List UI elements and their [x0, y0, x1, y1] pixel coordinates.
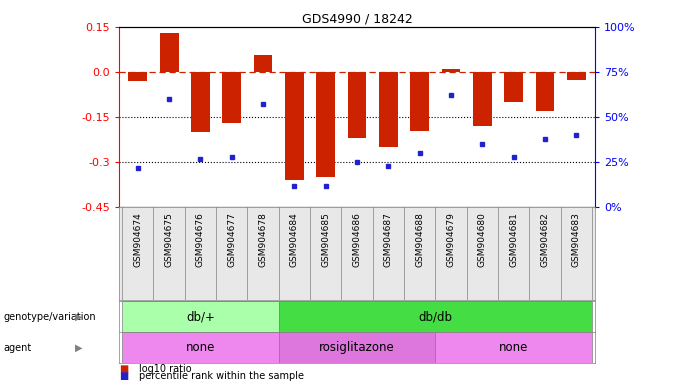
Text: genotype/variation: genotype/variation: [3, 312, 96, 322]
Text: GSM904674: GSM904674: [133, 212, 142, 267]
Bar: [222, 72, 241, 123]
Text: none: none: [499, 341, 528, 354]
Text: GSM904685: GSM904685: [321, 212, 330, 267]
Text: ▶: ▶: [75, 312, 82, 322]
Bar: [410, 72, 429, 131]
Bar: [279, 301, 592, 332]
Bar: [536, 72, 554, 111]
Bar: [122, 332, 279, 363]
Bar: [191, 72, 210, 132]
Bar: [316, 72, 335, 177]
Text: none: none: [186, 341, 215, 354]
Text: GSM904676: GSM904676: [196, 212, 205, 267]
Title: GDS4990 / 18242: GDS4990 / 18242: [302, 13, 412, 26]
Bar: [254, 55, 273, 72]
Bar: [160, 33, 178, 72]
Text: GSM904680: GSM904680: [478, 212, 487, 267]
Text: GSM904677: GSM904677: [227, 212, 236, 267]
Text: GSM904681: GSM904681: [509, 212, 518, 267]
Text: agent: agent: [3, 343, 32, 353]
Text: db/+: db/+: [186, 310, 215, 323]
Text: ▶: ▶: [75, 343, 82, 353]
Text: GSM904684: GSM904684: [290, 212, 299, 267]
Text: GSM904686: GSM904686: [352, 212, 362, 267]
Bar: [122, 301, 279, 332]
Text: rosiglitazone: rosiglitazone: [319, 341, 395, 354]
Bar: [473, 72, 492, 126]
Bar: [435, 332, 592, 363]
Text: GSM904679: GSM904679: [447, 212, 456, 267]
Bar: [279, 332, 435, 363]
Text: ■: ■: [119, 364, 129, 374]
Text: GSM904683: GSM904683: [572, 212, 581, 267]
Bar: [129, 72, 147, 81]
Text: GSM904687: GSM904687: [384, 212, 393, 267]
Bar: [441, 69, 460, 72]
Bar: [347, 72, 367, 138]
Bar: [504, 72, 523, 102]
Text: GSM904688: GSM904688: [415, 212, 424, 267]
Bar: [285, 72, 304, 180]
Bar: [567, 72, 585, 79]
Text: GSM904682: GSM904682: [541, 212, 549, 267]
Text: log10 ratio: log10 ratio: [139, 364, 192, 374]
Text: GSM904675: GSM904675: [165, 212, 173, 267]
Text: ■: ■: [119, 371, 129, 381]
Text: percentile rank within the sample: percentile rank within the sample: [139, 371, 305, 381]
Text: db/db: db/db: [418, 310, 452, 323]
Bar: [379, 72, 398, 147]
Text: GSM904678: GSM904678: [258, 212, 267, 267]
